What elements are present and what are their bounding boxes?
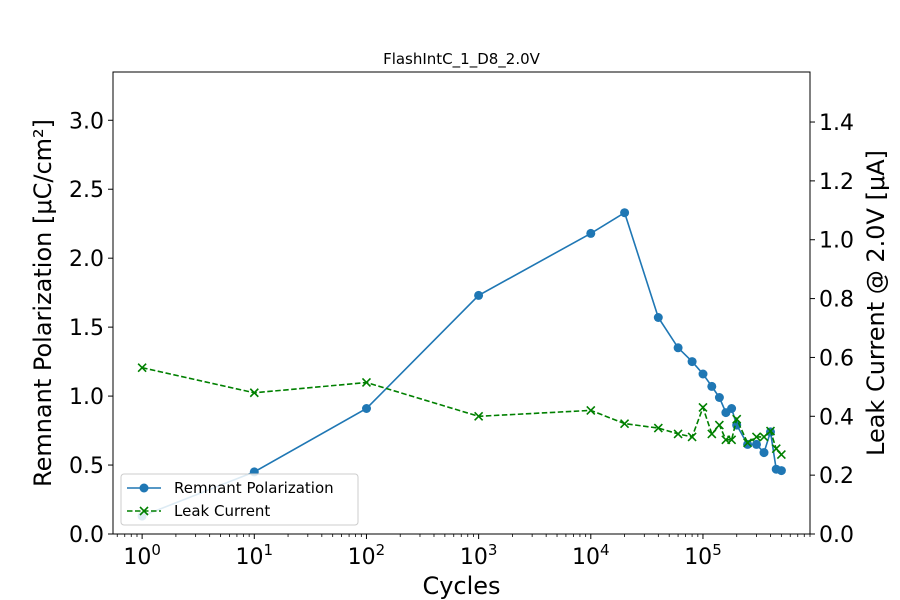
remnant-polarization-point: [586, 228, 596, 238]
leak-current-point: [687, 432, 697, 442]
y-left-tick-label: 2.5: [69, 178, 104, 203]
leak-current-point: [707, 429, 717, 439]
remnant-polarization-point: [698, 369, 708, 379]
leak-current-point: [653, 423, 663, 433]
legend-marker-leak: [139, 506, 149, 516]
remnant-polarization-point: [474, 290, 484, 300]
y-axis-right: 0.0 0.2 0.4 0.6 0.8 1.0 1.2 1.4: [810, 111, 854, 548]
series-layer: [137, 208, 786, 521]
remnant-polarization-point: [714, 393, 724, 402]
y-right-tick-label: 0.4: [819, 405, 854, 430]
y-right-tick-label: 1.2: [819, 170, 854, 195]
x-axis-label: Cycles: [422, 572, 500, 600]
x-tick-label: 104: [572, 541, 610, 570]
leak-current-point: [137, 363, 147, 373]
y-right-tick-label: 1.0: [819, 229, 854, 254]
leak-current-point: [743, 438, 753, 448]
leak-current-point: [714, 420, 724, 430]
remnant-polarization-point: [752, 439, 761, 449]
remnant-polarization-point: [673, 343, 683, 353]
remnant-polarization-point: [707, 381, 717, 391]
x-axis: 100 101 102 103 104 105: [116, 534, 811, 570]
leak-current-point: [249, 388, 259, 398]
legend-box: [120, 473, 359, 526]
leak-current-line: [141, 366, 782, 456]
y-left-tick-label: 0.0: [69, 523, 104, 548]
y-left-tick-label: 1.0: [69, 385, 104, 410]
leak-current-point: [474, 411, 484, 421]
y-left-tick-label: 3.0: [69, 109, 104, 134]
y-axis-right-label: Leak Current @ 2.0V [μA]: [862, 150, 890, 456]
leak-current-point: [751, 432, 762, 442]
remnant-polarization-point: [759, 448, 769, 458]
remnant-polarization-point: [362, 404, 371, 413]
y-axis-left-label: Remnant Polarization [μC/cm²]: [29, 119, 57, 487]
leak-current-point: [698, 402, 708, 413]
leak-current-point: [727, 435, 737, 445]
leak-current-point: [776, 449, 786, 460]
remnant-polarization-line: [141, 211, 782, 517]
remnant-polarization-point: [620, 208, 630, 218]
remnant-polarization-point: [727, 404, 737, 413]
y-axis-left: 0.0 0.5 1.0 1.5 2.0 2.5 3.0: [69, 109, 113, 548]
leak-current-point: [361, 377, 372, 388]
x-tick-label: 100: [123, 541, 161, 570]
x-tick-label: 102: [348, 541, 386, 570]
legend-label-leak: Leak Current: [174, 502, 270, 520]
leak-current-point: [586, 405, 596, 415]
leak-current-point: [673, 429, 683, 439]
legend-marker-polarization: [139, 483, 149, 493]
legend: Remnant Polarization Leak Current: [120, 473, 359, 526]
plot-frame: [112, 71, 811, 535]
remnant-polarization-point: [687, 357, 697, 367]
remnant-polarization-point: [776, 466, 786, 476]
y-left-tick-label: 2.0: [69, 247, 104, 272]
y-right-tick-label: 0.2: [819, 464, 854, 489]
y-right-tick-label: 0.8: [819, 288, 854, 313]
x-tick-label: 103: [460, 541, 498, 570]
leak-current-point: [619, 419, 630, 429]
leak-current-point: [765, 426, 776, 436]
y-right-tick-label: 1.4: [819, 111, 854, 136]
legend-label-polarization: Remnant Polarization: [174, 479, 334, 497]
y-left-tick-label: 1.5: [69, 316, 104, 341]
x-tick-label: 105: [684, 541, 722, 570]
leak-current-point: [732, 414, 742, 424]
y-right-tick-label: 0.6: [819, 346, 854, 371]
remnant-polarization-point: [653, 313, 663, 322]
chart-title: FlashIntC_1_D8_2.0V: [383, 50, 541, 69]
y-right-tick-label: 0.0: [819, 523, 854, 548]
x-tick-label: 101: [236, 541, 274, 570]
y-left-tick-label: 0.5: [69, 454, 104, 479]
